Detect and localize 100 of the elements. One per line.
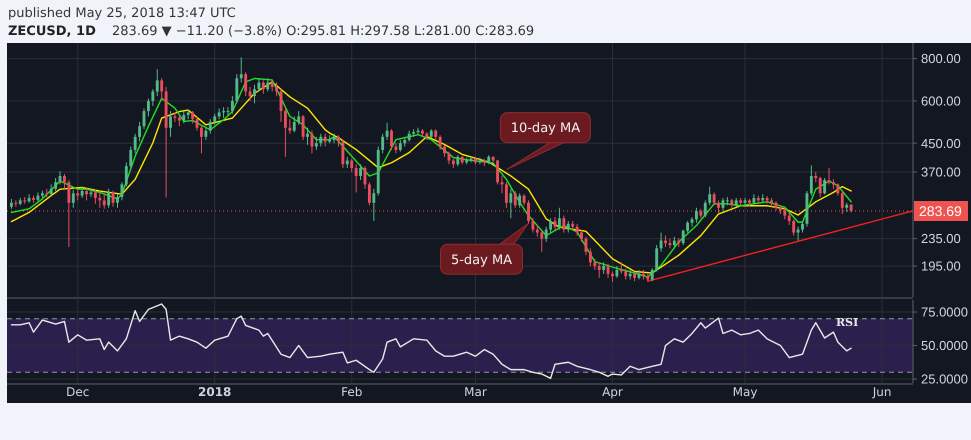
candlestick [218,108,221,120]
candlestick [178,114,181,127]
candlestick [584,236,588,256]
y-tick-label: 800.00 [921,51,961,66]
candlestick [310,130,314,154]
candlestick [430,128,433,139]
candlestick [200,124,203,154]
annotation: 10-day MA [510,121,580,136]
y-tick-label: 370.00 [921,164,961,180]
candlestick [518,192,522,208]
candlestick [615,266,618,278]
candlestick [708,186,712,206]
candlestick [549,218,552,234]
y-tick-label: 450.00 [921,136,961,151]
candlestick [522,194,526,206]
candlestick [690,216,694,228]
candlestick [124,162,128,188]
y-tick-label: 50.0000 [921,338,968,354]
candlestick [85,187,88,201]
candlestick [341,139,344,169]
candlestick [191,110,194,124]
candlestick [796,226,800,242]
y-tick-label: 235.00 [921,231,961,246]
candlestick [443,144,446,158]
candlestick [726,196,729,206]
candlestick [314,136,318,150]
candlestick [151,88,154,106]
candlestick [695,207,698,224]
candlestick [280,88,282,122]
candlestick [408,130,411,142]
candlestick [372,188,376,222]
candlestick [107,188,110,208]
x-tick-label: May [732,385,758,399]
candlestick [801,220,804,234]
annotation: 5-day MA [450,252,512,268]
candlestick [390,128,393,150]
candlestick [828,168,830,185]
candlestick [112,190,115,208]
candlestick [686,220,690,234]
candlestick [63,173,66,190]
candlestick [792,218,796,236]
candlestick [275,82,278,97]
candlestick [386,122,389,140]
candlestick [664,235,667,248]
candlestick [606,263,610,278]
candlestick [682,229,685,246]
candlestick [142,108,146,130]
candlestick [660,232,663,252]
candlestick [54,178,58,192]
candlestick [332,133,336,144]
candlestick [668,238,672,249]
candlestick [284,105,287,158]
x-tick-label: Jun [872,385,892,399]
candlestick [80,186,84,198]
candlestick [810,164,813,196]
candlestick [302,114,305,140]
candlestick [288,118,292,134]
candlestick [398,139,402,152]
candlestick [672,236,676,248]
candlestick [823,178,826,195]
x-tick-label: Dec [66,385,90,399]
text: published May 25, 2018 13:47 UTC [8,6,236,21]
candlestick [160,78,164,102]
candlestick [558,207,561,230]
candlestick [752,194,756,204]
candlestick [394,142,398,154]
candlestick [500,175,504,194]
y-tick-label: 195.00 [921,258,961,274]
candlestick [120,182,124,201]
series-label: RSI [836,316,858,330]
candlestick [337,134,340,148]
candlestick [381,133,384,154]
x-tick-label: 2018 [198,385,232,399]
candlestick [448,151,450,165]
candlestick [536,224,539,238]
y-tick-label: 600.00 [921,93,961,108]
candlestick [354,164,358,193]
candlestick [554,216,556,230]
x-tick-label: Feb [341,385,362,399]
candlestick [655,244,658,272]
candlestick [633,270,636,282]
candlestick [235,74,238,104]
candlestick [544,226,548,242]
candlestick [253,84,256,104]
candlestick [602,262,606,274]
candlestick [531,218,534,234]
candlestick [58,170,62,185]
chart-title: ZECUSD, 1D [8,24,96,39]
candlestick [262,80,265,94]
x-tick-label: Apr [602,385,623,399]
candlestick [598,262,601,278]
candlestick [244,72,248,97]
candlestick [588,248,592,267]
candlestick [230,96,234,114]
y-tick-label: 25.0000 [921,372,968,387]
candlestick [836,183,840,196]
candlestick [270,80,274,92]
candlestick [94,189,97,204]
candlestick [364,166,366,190]
candlestick [496,159,500,185]
